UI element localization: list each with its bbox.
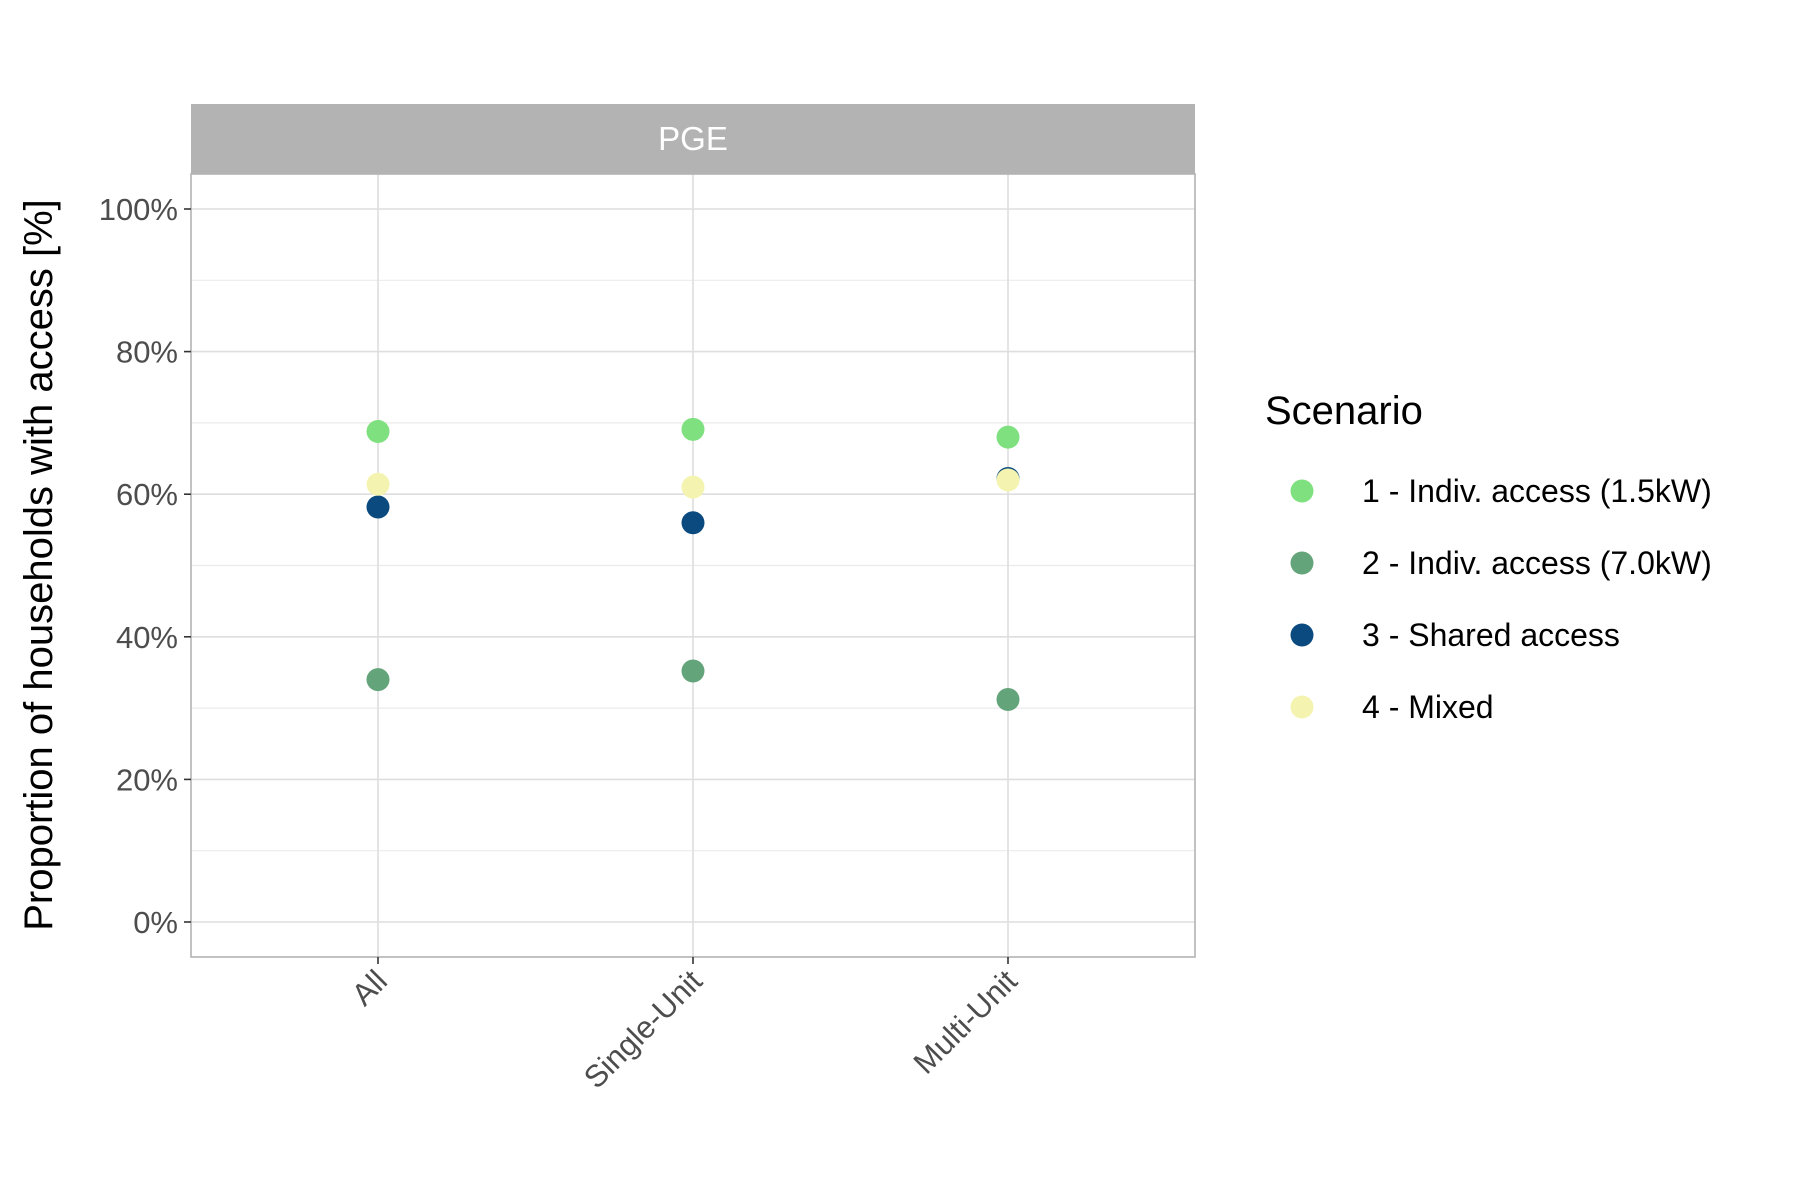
y-axis-title: Proportion of households with access [%] [17,199,61,931]
data-point [681,511,705,535]
data-point [366,668,390,692]
legend-key [1290,479,1314,503]
data-point [366,419,390,443]
y-tick-label: 80% [116,335,178,370]
legend-label: 3 - Shared access [1362,617,1620,653]
legend-label: 1 - Indiv. access (1.5kW) [1362,473,1712,509]
data-point [996,468,1020,492]
legend-key [1290,623,1314,647]
grid-major [191,174,1195,957]
legend-label: 2 - Indiv. access (7.0kW) [1362,545,1712,581]
legend: Scenario 1 - Indiv. access (1.5kW) 2 - In… [1265,389,1712,725]
x-axis-ticks: All Single-Unit Multi-Unit [345,957,1024,1095]
facet-strip [191,104,1195,174]
data-point [681,417,705,441]
y-tick-label: 60% [116,477,178,512]
y-tick-label: 100% [99,192,178,227]
data-point [681,659,705,683]
y-tick-label: 0% [133,905,178,940]
y-axis-ticks: 0% 20% 40% 60% 80% 100% [99,192,191,940]
legend-items: 1 - Indiv. access (1.5kW) 2 - Indiv. acce… [1290,473,1712,725]
x-tick-label: Single-Unit [577,963,709,1095]
facet-strip-label: PGE [658,120,728,157]
legend-key [1290,551,1314,575]
legend-title: Scenario [1265,389,1423,433]
y-tick-label: 20% [116,762,178,797]
data-points [366,417,1020,712]
data-point [681,475,705,499]
data-point [996,425,1020,449]
data-point [996,688,1020,712]
x-tick-label: Multi-Unit [907,963,1025,1081]
data-point [366,495,390,519]
y-tick-label: 40% [116,620,178,655]
legend-key [1290,695,1314,719]
legend-label: 4 - Mixed [1362,689,1494,725]
data-point [366,472,390,496]
x-tick-label: All [345,963,394,1012]
